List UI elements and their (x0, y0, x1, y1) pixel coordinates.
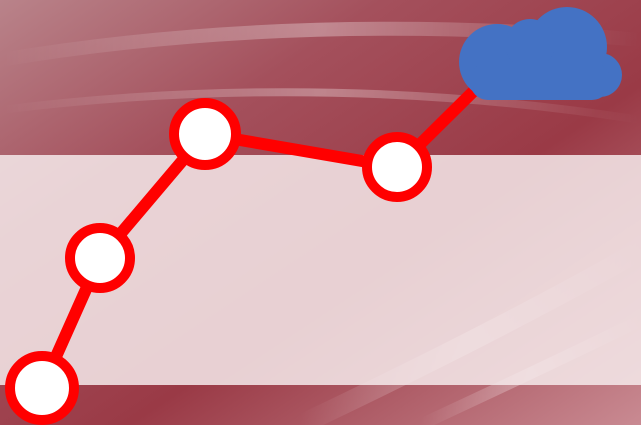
scene (0, 0, 641, 425)
node (367, 137, 427, 197)
cloud-part (505, 19, 555, 69)
node (174, 103, 236, 165)
node (10, 356, 74, 420)
page-body (0, 0, 641, 425)
cloud-part (470, 62, 610, 100)
page: {} html, body { margin: 0; padding: 0; w… (0, 0, 641, 425)
node (70, 228, 130, 288)
